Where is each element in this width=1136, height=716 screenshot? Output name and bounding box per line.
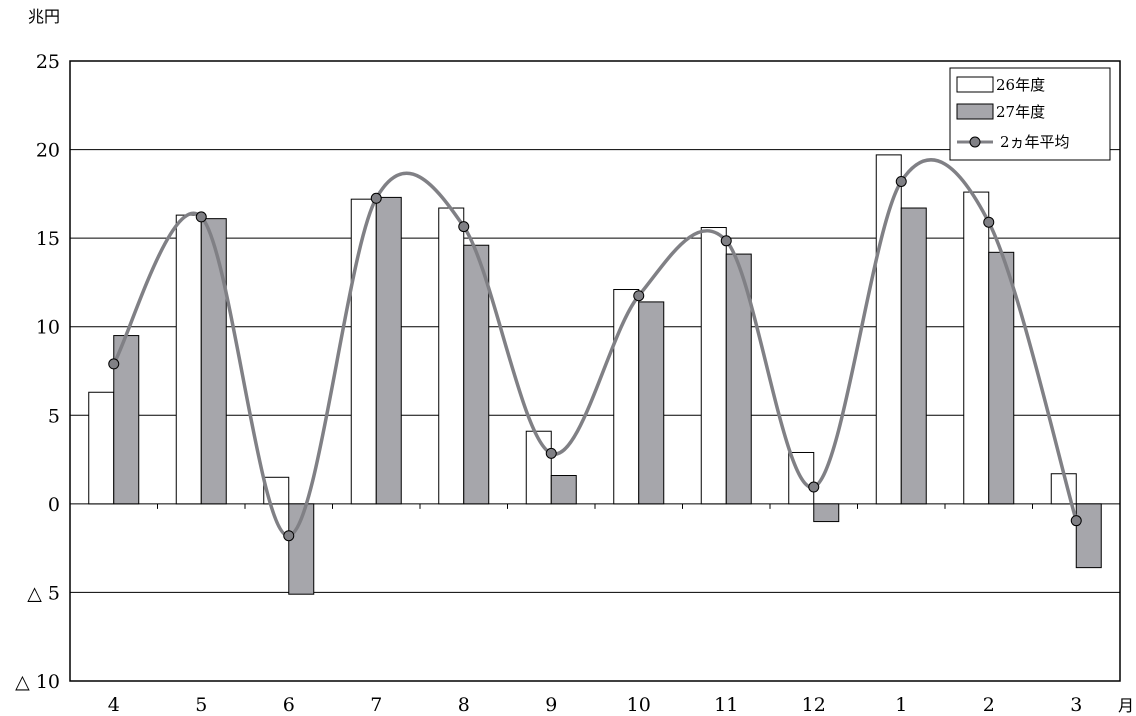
x-tick-label: 12 xyxy=(802,694,826,716)
bar-26 xyxy=(175,214,202,505)
bar-27 xyxy=(463,244,490,505)
average-point xyxy=(370,192,382,204)
y-tick-label: △ 5 xyxy=(27,582,60,604)
average-point xyxy=(283,530,295,542)
y-tick-label: 15 xyxy=(36,228,60,250)
bar-27 xyxy=(113,335,140,505)
x-unit-label: 月 xyxy=(1118,696,1134,715)
x-tick-label: 3 xyxy=(1070,694,1082,716)
legend: 26年度 27年度 2ヵ年平均 xyxy=(949,67,1111,161)
x-tick-label: 2 xyxy=(983,694,995,716)
bars xyxy=(88,154,1102,595)
bar-27 xyxy=(375,196,402,505)
average-point xyxy=(983,216,995,228)
bar-27 xyxy=(550,475,577,505)
x-tick-label: 1 xyxy=(895,694,907,716)
average-line-group xyxy=(108,158,1082,542)
average-point xyxy=(720,235,732,247)
legend-swatch-27 xyxy=(956,103,994,120)
legend-label-26: 26年度 xyxy=(996,76,1045,94)
x-tick-label: 5 xyxy=(195,694,207,716)
y-tick-label: 25 xyxy=(36,51,60,73)
legend-label-27: 27年度 xyxy=(996,103,1045,121)
average-point xyxy=(633,290,645,302)
bar-26 xyxy=(525,430,552,505)
average-point xyxy=(458,221,470,233)
bar-26 xyxy=(963,191,990,505)
x-tick-label: 4 xyxy=(108,694,120,716)
y-tick-label: 5 xyxy=(48,405,60,427)
bar-26 xyxy=(613,289,640,505)
x-tick-label: 10 xyxy=(627,694,651,716)
y-unit-label: 兆円 xyxy=(28,7,60,26)
bar-27 xyxy=(900,207,927,505)
bar-27 xyxy=(200,218,227,505)
grid xyxy=(70,149,1120,593)
average-point xyxy=(108,358,120,370)
bar-26 xyxy=(88,391,115,505)
y-tick-label: △ 10 xyxy=(15,671,60,693)
plot-frame xyxy=(69,60,1121,682)
y-tick-label: 20 xyxy=(36,140,60,162)
bar-27 xyxy=(638,301,665,505)
legend-swatch-avg-marker xyxy=(969,136,981,148)
average-point xyxy=(1070,515,1082,527)
x-tick-label: 9 xyxy=(545,694,557,716)
average-line xyxy=(112,158,1078,538)
y-tick-label: 0 xyxy=(48,494,60,516)
legend-label-avg: 2ヵ年平均 xyxy=(1000,133,1070,151)
bar-26 xyxy=(438,207,465,505)
x-axis: 4 5 6 7 8 9 10 11 12 1 2 3 xyxy=(108,503,1082,716)
y-tick-label: 10 xyxy=(36,317,60,339)
bar-26 xyxy=(700,227,727,505)
bar-27 xyxy=(1075,503,1102,569)
x-tick-label: 11 xyxy=(714,694,738,716)
legend-swatch-26 xyxy=(956,76,994,93)
x-tick-label: 7 xyxy=(370,694,382,716)
x-tick-label: 6 xyxy=(283,694,295,716)
average-point xyxy=(808,481,820,493)
average-point xyxy=(545,447,557,459)
bar-27 xyxy=(813,503,840,523)
average-point xyxy=(895,175,907,187)
x-tick-label: 8 xyxy=(458,694,470,716)
average-point xyxy=(195,211,207,223)
bar-27 xyxy=(988,251,1015,505)
y-axis: 25 20 15 10 5 0 △ 5 △ 10 xyxy=(15,51,60,693)
bar-26 xyxy=(350,198,377,505)
